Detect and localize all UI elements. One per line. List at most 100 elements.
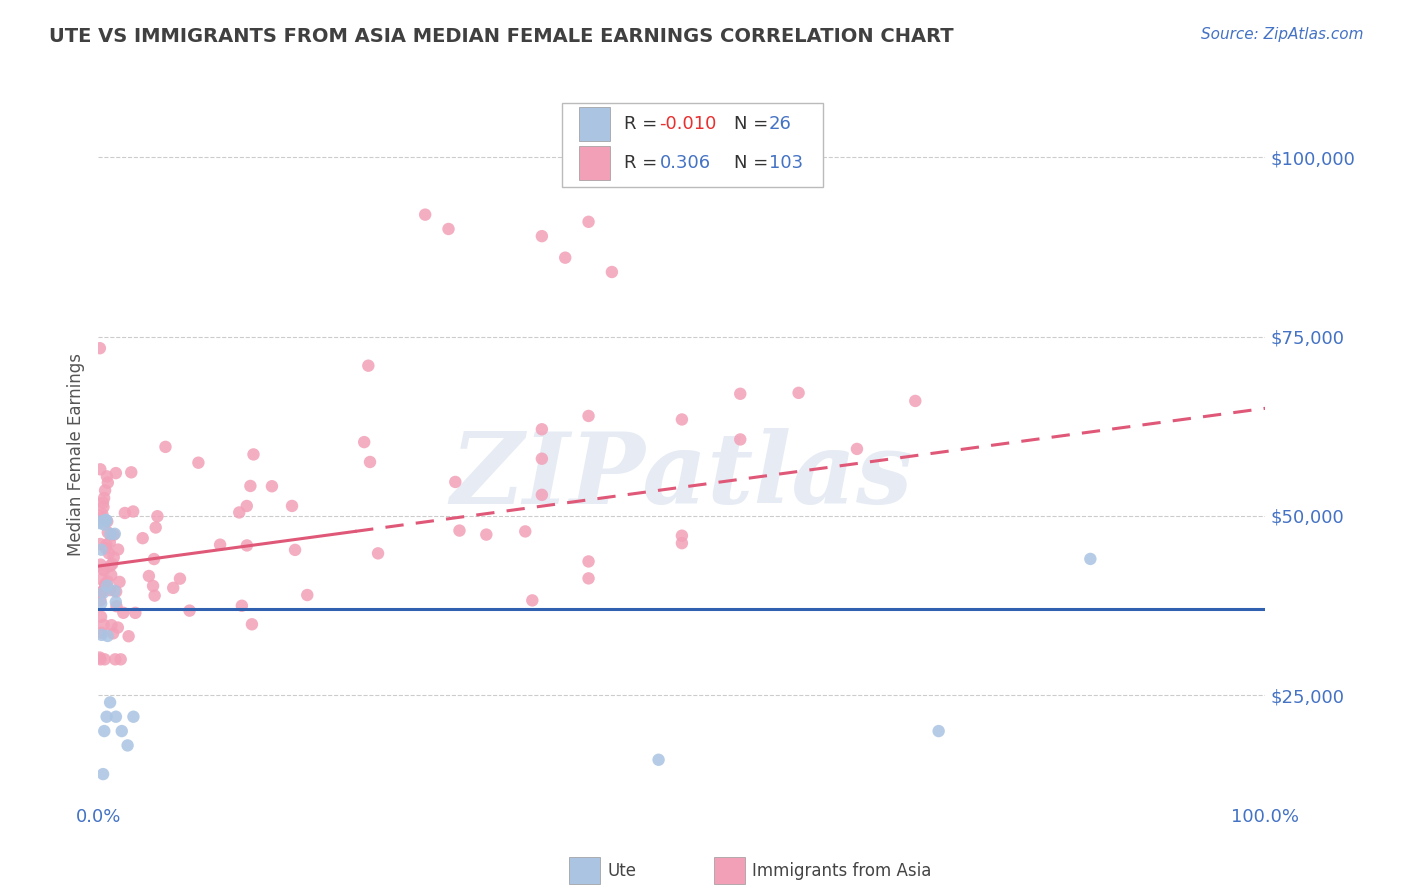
- Point: [96, 469, 118, 483]
- Text: ZIPatlas: ZIPatlas: [451, 427, 912, 524]
- Point: [103, 550, 125, 565]
- Point: [145, 520, 167, 534]
- Point: [120, 465, 142, 479]
- Point: [96, 710, 118, 724]
- Point: [671, 412, 693, 426]
- Point: [600, 265, 623, 279]
- Point: [578, 554, 600, 568]
- Point: [91, 507, 114, 521]
- Text: N =: N =: [734, 115, 773, 133]
- Text: Immigrants from Asia: Immigrants from Asia: [752, 862, 932, 880]
- Point: [93, 724, 115, 739]
- Point: [928, 724, 950, 739]
- Point: [90, 586, 112, 600]
- Point: [97, 629, 120, 643]
- Point: [117, 629, 139, 643]
- Text: -0.010: -0.010: [659, 115, 717, 133]
- Point: [367, 546, 389, 560]
- Point: [437, 222, 460, 236]
- Point: [93, 582, 115, 596]
- Point: [444, 475, 467, 489]
- Point: [240, 617, 263, 632]
- Point: [112, 606, 135, 620]
- Point: [97, 525, 120, 540]
- Point: [413, 208, 436, 222]
- Point: [107, 542, 129, 557]
- Point: [93, 585, 115, 599]
- Point: [96, 579, 118, 593]
- Point: [475, 527, 498, 541]
- Point: [209, 538, 232, 552]
- Point: [94, 577, 117, 591]
- Point: [146, 509, 169, 524]
- Point: [578, 409, 600, 423]
- Point: [671, 536, 693, 550]
- Point: [142, 579, 165, 593]
- Point: [89, 593, 111, 607]
- Text: Source: ZipAtlas.com: Source: ZipAtlas.com: [1201, 27, 1364, 42]
- Point: [554, 251, 576, 265]
- Point: [100, 527, 122, 541]
- Point: [111, 724, 134, 739]
- Text: 103: 103: [769, 154, 803, 172]
- Point: [162, 581, 184, 595]
- Point: [90, 628, 112, 642]
- Point: [530, 422, 553, 436]
- Y-axis label: Median Female Earnings: Median Female Earnings: [66, 353, 84, 557]
- Point: [131, 531, 153, 545]
- Point: [110, 652, 132, 666]
- Point: [89, 537, 111, 551]
- Point: [353, 435, 375, 450]
- Point: [101, 557, 124, 571]
- Point: [93, 563, 115, 577]
- Point: [236, 499, 259, 513]
- Point: [124, 606, 146, 620]
- Point: [122, 504, 145, 518]
- Point: [647, 753, 669, 767]
- Point: [578, 571, 600, 585]
- Point: [91, 496, 114, 510]
- Point: [93, 500, 115, 514]
- Point: [730, 433, 752, 447]
- Point: [89, 462, 111, 476]
- Point: [236, 538, 259, 552]
- Point: [90, 573, 112, 587]
- Point: [100, 618, 122, 632]
- Point: [730, 386, 752, 401]
- Point: [228, 505, 250, 519]
- Point: [90, 609, 112, 624]
- Point: [578, 215, 600, 229]
- Point: [90, 597, 112, 611]
- Point: [96, 515, 118, 529]
- Text: R =: R =: [624, 115, 664, 133]
- Point: [97, 574, 120, 589]
- Point: [104, 583, 127, 598]
- Point: [89, 652, 111, 666]
- Text: Ute: Ute: [607, 862, 637, 880]
- Point: [100, 558, 122, 573]
- Point: [94, 578, 117, 592]
- Point: [143, 589, 166, 603]
- Point: [231, 599, 253, 613]
- Point: [260, 479, 283, 493]
- Point: [89, 516, 111, 530]
- Point: [530, 229, 553, 244]
- Point: [91, 767, 114, 781]
- Point: [93, 491, 115, 505]
- Point: [96, 513, 118, 527]
- Text: N =: N =: [734, 154, 773, 172]
- Point: [846, 442, 869, 456]
- Point: [94, 541, 117, 556]
- Point: [91, 584, 114, 599]
- Text: UTE VS IMMIGRANTS FROM ASIA MEDIAN FEMALE EARNINGS CORRELATION CHART: UTE VS IMMIGRANTS FROM ASIA MEDIAN FEMAL…: [49, 27, 953, 45]
- Point: [94, 513, 117, 527]
- Point: [108, 574, 131, 589]
- Point: [281, 499, 304, 513]
- Text: 26: 26: [769, 115, 792, 133]
- Point: [522, 593, 544, 607]
- Point: [104, 526, 127, 541]
- Point: [530, 488, 553, 502]
- Point: [98, 583, 121, 598]
- Point: [284, 542, 307, 557]
- Point: [104, 652, 127, 666]
